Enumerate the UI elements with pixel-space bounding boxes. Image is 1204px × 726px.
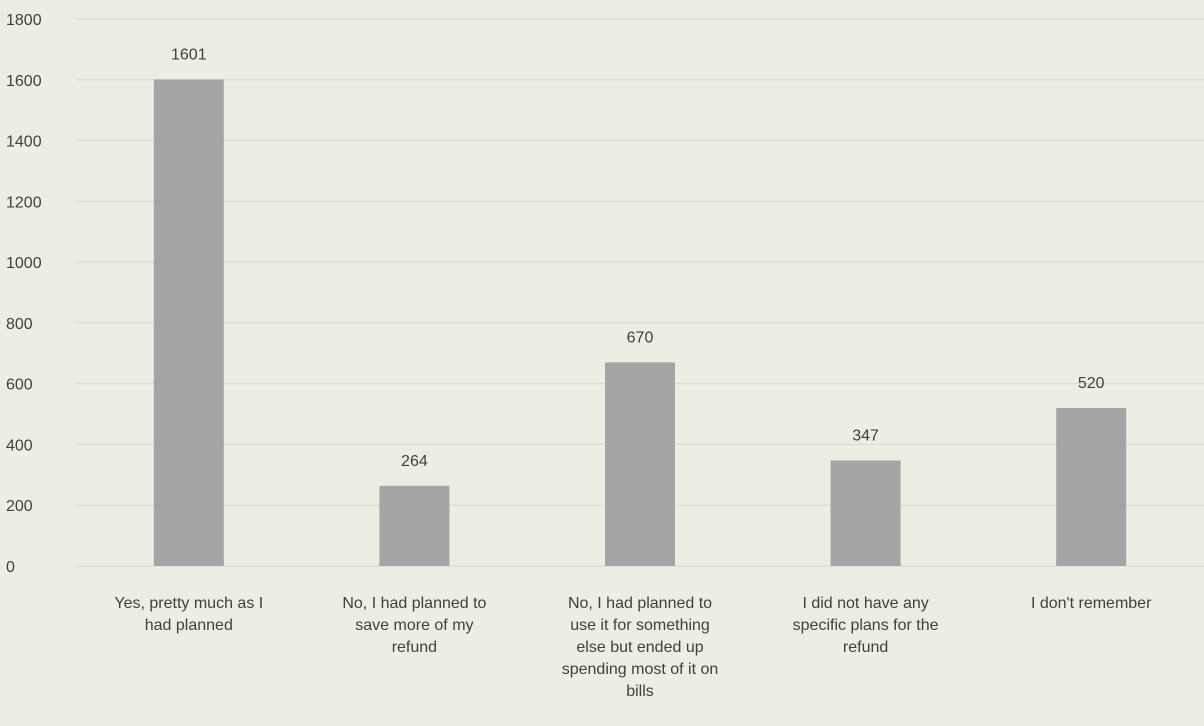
x-category-label: No, I had planned to save more of my refun… [342,595,486,656]
x-category-label: I did not have any specific plans for the… [793,595,939,656]
y-tick-label: 1600 [6,73,42,90]
x-category-label: I don't remember [1031,595,1152,612]
data-label: 1601 [171,46,207,63]
bar [1056,407,1127,566]
y-tick-label: 0 [6,559,15,576]
data-label: 347 [852,428,879,445]
data-label: 670 [627,329,654,346]
data-labels: 1601 264 670 347 520 [171,46,1105,469]
y-tick-label: 1400 [6,134,42,151]
y-tick-label: 1800 [6,12,42,29]
y-tick-label: 1200 [6,194,42,211]
y-tick-label: 400 [6,437,33,454]
y-tick-label: 1000 [6,255,42,272]
y-tick-label: 600 [6,377,33,394]
y-tick-label: 800 [6,316,33,333]
bar [830,460,901,566]
data-label: 520 [1078,375,1105,392]
x-category-label: No, I had planned to use it for something… [562,595,719,700]
bar [379,485,450,566]
bar [605,362,675,566]
gridlines [76,18,1204,567]
y-tick-label: 200 [6,498,33,515]
bars [153,79,1127,567]
bar [153,79,224,567]
data-label: 264 [401,453,428,470]
y-axis-tick-labels: 0 200 400 600 800 1000 1200 1400 1600 1800 [6,12,42,576]
